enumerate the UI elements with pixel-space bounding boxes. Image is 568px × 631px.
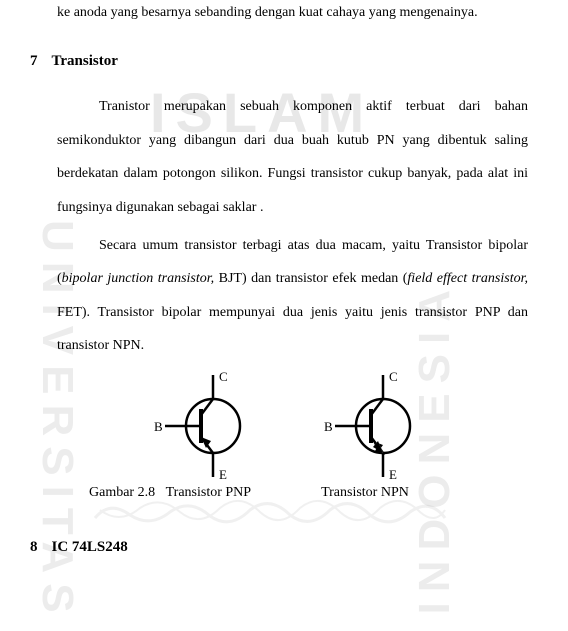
section-number: 7 bbox=[30, 53, 38, 69]
top-cut-line: ke anoda yang besarnya sebanding dengan … bbox=[30, 0, 528, 25]
page-content: ke anoda yang besarnya sebanding dengan … bbox=[0, 0, 568, 556]
para2-suffix: FET). Transistor bipolar mempunyai dua j… bbox=[57, 305, 528, 354]
npn-label-e: E bbox=[389, 467, 397, 481]
para2-italic1: bipolar junction transistor, bbox=[62, 271, 214, 286]
section-heading-transistor: 7 Transistor bbox=[30, 53, 528, 70]
paragraph-1-text: Tranistor merupakan sebuah komponen akti… bbox=[57, 99, 528, 215]
caption-pnp: Gambar 2.8 Transistor PNP bbox=[57, 485, 251, 501]
paragraph-2: Secara umum transistor terbagi atas dua … bbox=[30, 229, 528, 363]
section-title: Transistor bbox=[52, 53, 118, 69]
pnp-label-c: C bbox=[219, 371, 228, 384]
figure-transistors: C B E bbox=[30, 371, 528, 481]
npn-label-c: C bbox=[389, 371, 398, 384]
caption-npn-text: Transistor NPN bbox=[321, 485, 409, 500]
caption-label: Gambar 2.8 bbox=[89, 485, 155, 500]
symbol-npn: C B E bbox=[323, 371, 433, 481]
pnp-label-b: B bbox=[154, 419, 163, 434]
symbol-pnp: C B E bbox=[153, 371, 263, 481]
caption-pnp-text: Transistor PNP bbox=[166, 485, 251, 500]
figure-caption-row: Gambar 2.8 Transistor PNP Transistor NPN bbox=[30, 485, 528, 501]
section2-number: 8 bbox=[30, 539, 38, 555]
para2-mid1: BJT) dan transistor efek medan ( bbox=[214, 271, 407, 286]
caption-npn: Transistor NPN bbox=[289, 485, 409, 501]
para2-italic2: field effect transistor, bbox=[407, 271, 528, 286]
npn-label-b: B bbox=[324, 419, 333, 434]
pnp-label-e: E bbox=[219, 467, 227, 481]
section-heading-ic: 8 IC 74LS248 bbox=[30, 539, 528, 556]
paragraph-1: Tranistor merupakan sebuah komponen akti… bbox=[30, 90, 528, 224]
section2-title: IC 74LS248 bbox=[52, 539, 128, 555]
